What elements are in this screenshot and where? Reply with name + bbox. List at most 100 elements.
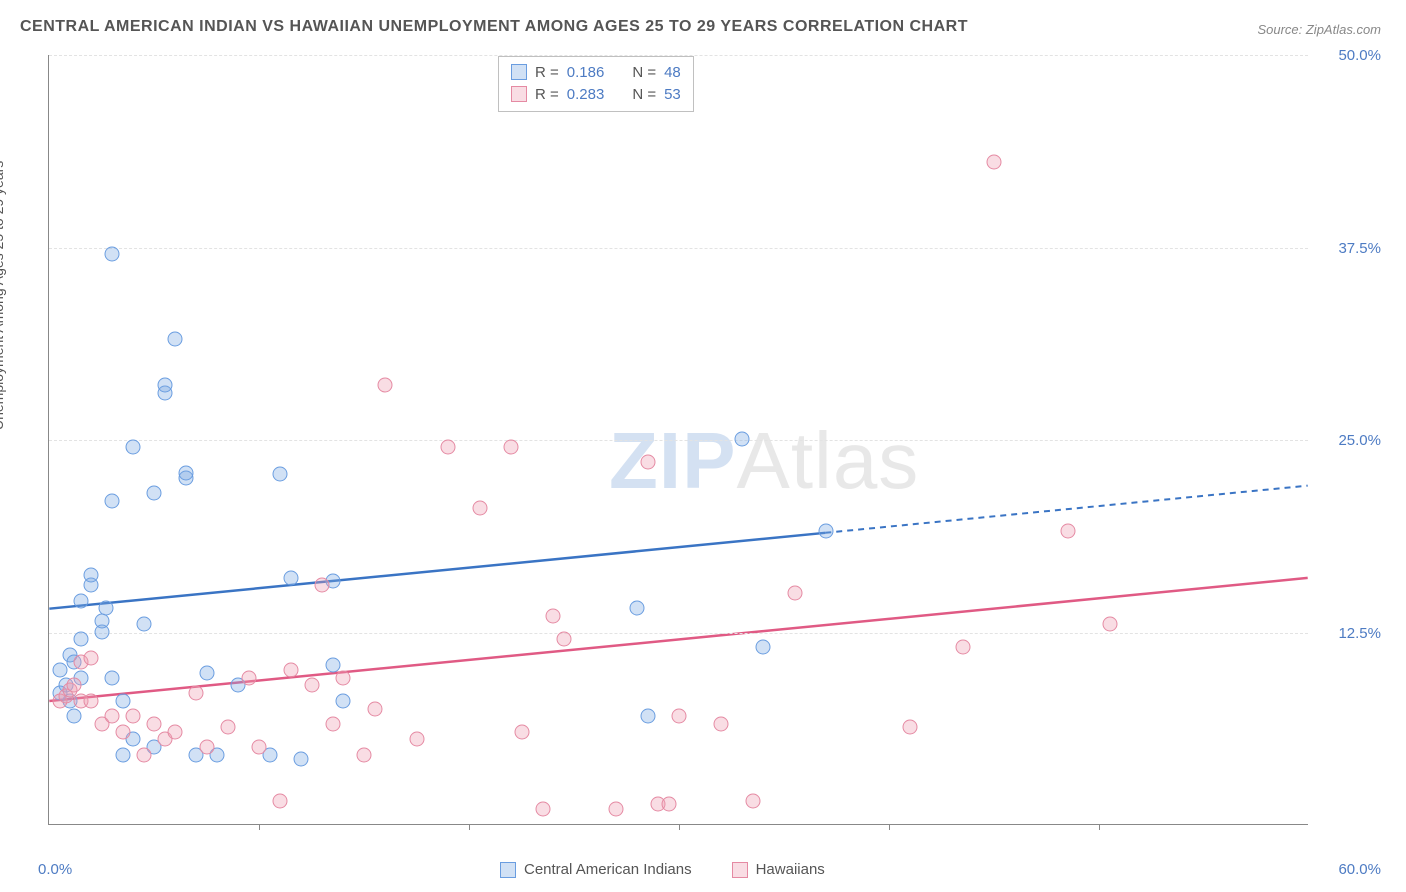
legend-label: Central American Indians xyxy=(524,861,692,878)
y-axis-label: Unemployment Among Ages 25 to 29 years xyxy=(0,161,6,430)
data-point xyxy=(126,439,141,454)
x-tick-label: 0.0% xyxy=(38,861,72,878)
data-point xyxy=(199,740,214,755)
data-point xyxy=(535,801,550,816)
data-point xyxy=(73,593,88,608)
data-point xyxy=(189,686,204,701)
stat-r-label: R = xyxy=(535,64,559,81)
data-point xyxy=(168,331,183,346)
stat-n-value: 48 xyxy=(664,64,681,81)
data-point xyxy=(640,709,655,724)
stat-n-value: 53 xyxy=(664,86,681,103)
data-point xyxy=(304,678,319,693)
data-point xyxy=(546,609,561,624)
data-point xyxy=(98,601,113,616)
data-point xyxy=(273,467,288,482)
data-point xyxy=(336,670,351,685)
data-point xyxy=(1060,524,1075,539)
data-point xyxy=(640,455,655,470)
data-point xyxy=(115,747,130,762)
stat-n-label: N = xyxy=(632,64,656,81)
data-point xyxy=(325,716,340,731)
data-point xyxy=(115,724,130,739)
data-point xyxy=(252,740,267,755)
data-point xyxy=(273,793,288,808)
data-point xyxy=(136,616,151,631)
data-point xyxy=(241,670,256,685)
data-point xyxy=(115,693,130,708)
data-point xyxy=(504,439,519,454)
data-point xyxy=(220,719,235,734)
data-point xyxy=(67,709,82,724)
data-point xyxy=(157,378,172,393)
x-tick-mark xyxy=(1099,824,1100,830)
data-point xyxy=(955,639,970,654)
data-point xyxy=(67,678,82,693)
data-point xyxy=(84,567,99,582)
source-label: Source: ZipAtlas.com xyxy=(1257,22,1381,37)
y-tick-label: 37.5% xyxy=(1321,240,1381,257)
x-tick-mark xyxy=(469,824,470,830)
data-point xyxy=(105,493,120,508)
bottom-legend: Central American Indians Hawaiians xyxy=(500,861,825,878)
x-tick-label: 60.0% xyxy=(1338,861,1381,878)
data-point xyxy=(283,570,298,585)
data-point xyxy=(283,663,298,678)
data-point xyxy=(378,378,393,393)
data-point xyxy=(199,666,214,681)
data-point xyxy=(745,793,760,808)
data-point xyxy=(661,796,676,811)
data-point xyxy=(147,716,162,731)
data-point xyxy=(756,639,771,654)
legend-item: Hawaiians xyxy=(732,861,825,878)
data-point xyxy=(367,701,382,716)
gridline xyxy=(49,248,1308,249)
data-point xyxy=(136,747,151,762)
legend-item: Central American Indians xyxy=(500,861,692,878)
data-point xyxy=(441,439,456,454)
data-point xyxy=(1102,616,1117,631)
y-tick-label: 12.5% xyxy=(1321,625,1381,642)
data-point xyxy=(714,716,729,731)
y-tick-label: 50.0% xyxy=(1321,47,1381,64)
x-tick-mark xyxy=(679,824,680,830)
data-point xyxy=(147,485,162,500)
data-point xyxy=(126,709,141,724)
data-point xyxy=(903,719,918,734)
data-point xyxy=(105,247,120,262)
data-point xyxy=(819,524,834,539)
data-point xyxy=(609,801,624,816)
legend-swatch xyxy=(732,862,748,878)
stat-r-value: 0.186 xyxy=(567,64,605,81)
stat-r-value: 0.283 xyxy=(567,86,605,103)
data-point xyxy=(556,632,571,647)
legend-label: Hawaiians xyxy=(756,861,825,878)
plot-area: ZIPAtlas xyxy=(48,55,1308,825)
stat-row: R =0.283N =53 xyxy=(511,83,681,105)
data-point xyxy=(514,724,529,739)
data-point xyxy=(472,501,487,516)
x-tick-mark xyxy=(259,824,260,830)
data-point xyxy=(987,154,1002,169)
stat-row: R = 0.186 N = 48 xyxy=(511,61,681,83)
stat-box: R = 0.186 N = 48 R =0.283N =53 xyxy=(498,56,694,112)
legend-swatch xyxy=(511,86,527,102)
data-point xyxy=(52,663,67,678)
data-point xyxy=(105,670,120,685)
data-point xyxy=(294,752,309,767)
data-point xyxy=(357,747,372,762)
data-point xyxy=(84,650,99,665)
data-point xyxy=(630,601,645,616)
gridline xyxy=(49,440,1308,441)
chart-title: CENTRAL AMERICAN INDIAN VS HAWAIIAN UNEM… xyxy=(20,18,968,36)
data-point xyxy=(178,465,193,480)
data-point xyxy=(409,732,424,747)
data-point xyxy=(84,693,99,708)
data-point xyxy=(105,709,120,724)
data-point xyxy=(787,586,802,601)
y-tick-label: 25.0% xyxy=(1321,432,1381,449)
data-point xyxy=(672,709,687,724)
data-point xyxy=(735,432,750,447)
watermark: ZIPAtlas xyxy=(609,415,919,507)
data-point xyxy=(168,724,183,739)
